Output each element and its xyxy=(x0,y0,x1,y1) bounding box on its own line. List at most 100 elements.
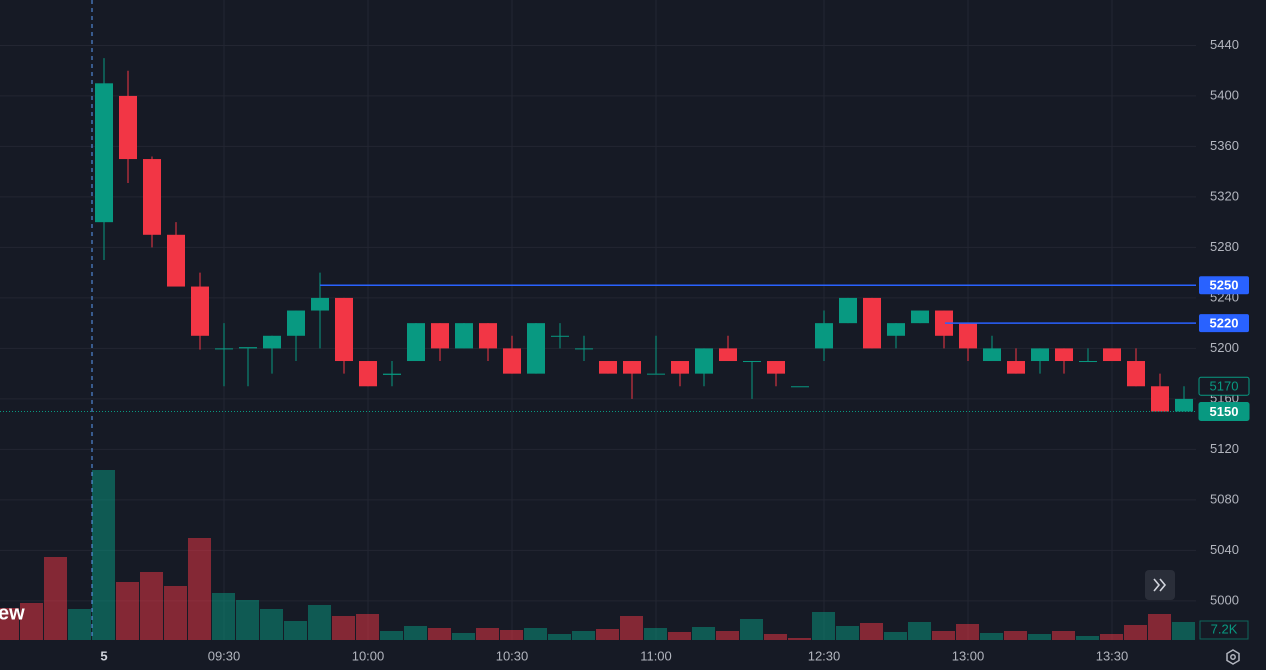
candle-body xyxy=(431,323,449,349)
y-tick-label: 5320 xyxy=(1210,188,1239,203)
x-tick-label: 10:00 xyxy=(352,648,385,663)
volume-bar xyxy=(452,633,475,640)
volume-bar xyxy=(68,609,91,640)
candle-body xyxy=(863,297,881,349)
candle-body xyxy=(143,159,161,235)
x-tick-label: 10:30 xyxy=(496,648,529,663)
candle-body xyxy=(1103,348,1121,362)
candle-body xyxy=(1007,361,1025,374)
candle-body xyxy=(575,348,593,350)
y-tick-label: 5000 xyxy=(1210,592,1239,607)
volume-bar xyxy=(20,603,43,640)
volume-label: 7.2K xyxy=(1211,621,1238,636)
candle-body xyxy=(239,347,257,349)
candle-body xyxy=(407,323,425,362)
x-tick-label: 09:30 xyxy=(208,648,241,663)
candle-body xyxy=(1055,348,1073,362)
price-marker-box xyxy=(1198,376,1250,396)
volume-pane xyxy=(0,470,1195,640)
candle-body xyxy=(815,323,833,349)
volume-label-box xyxy=(1199,620,1249,640)
x-tick-label: 12:30 xyxy=(808,648,841,663)
watermark: ew xyxy=(0,602,25,624)
volume-bar xyxy=(1172,622,1195,640)
candle-body xyxy=(335,297,353,362)
candle-body xyxy=(1175,398,1193,412)
x-tick-label: 11:00 xyxy=(640,648,672,663)
volume-bar xyxy=(308,605,331,640)
y-tick-label: 5280 xyxy=(1210,239,1239,254)
volume-bar xyxy=(788,638,811,640)
volume-bar xyxy=(1052,631,1075,640)
candle-body xyxy=(599,361,617,374)
candle-body xyxy=(1127,361,1145,387)
volume-bar xyxy=(428,628,451,640)
volume-bar xyxy=(404,626,427,640)
price-marker-box xyxy=(1198,402,1250,422)
volume-bar xyxy=(908,622,931,640)
volume-bar xyxy=(812,612,835,640)
volume-bar xyxy=(164,586,187,640)
candle-body xyxy=(887,323,905,336)
candle-body xyxy=(119,95,137,160)
volume-bar xyxy=(836,626,859,640)
volume-bar xyxy=(332,616,355,640)
candle-body xyxy=(623,361,641,374)
x-tick-label: 13:30 xyxy=(1096,648,1129,663)
volume-bar xyxy=(140,572,163,640)
volume-bar xyxy=(236,600,259,640)
candle-body xyxy=(311,297,329,311)
grid xyxy=(0,0,1196,640)
volume-bar xyxy=(356,614,379,640)
price-label: 5220 xyxy=(1210,316,1239,331)
candle-pane xyxy=(95,58,1193,412)
volume-bar xyxy=(476,628,499,640)
candle-body xyxy=(719,348,737,362)
volume-bar xyxy=(572,631,595,640)
candle-body xyxy=(983,348,1001,362)
candle-body xyxy=(1031,348,1049,362)
y-tick-label: 5400 xyxy=(1210,87,1239,102)
candle-body xyxy=(167,234,185,287)
volume-bar xyxy=(692,627,715,640)
volume-bar xyxy=(548,634,571,640)
y-tick-label: 5440 xyxy=(1210,37,1239,52)
volume-bar xyxy=(932,631,955,640)
y-tick-label: 5080 xyxy=(1210,491,1239,506)
volume-bar xyxy=(524,628,547,640)
price-label: 5250 xyxy=(1210,278,1239,293)
volume-bar xyxy=(116,582,139,640)
candle-body xyxy=(191,286,209,336)
candle-body xyxy=(503,348,521,374)
y-tick-label: 5120 xyxy=(1210,441,1239,456)
settings-button[interactable] xyxy=(1226,649,1240,665)
candle-body xyxy=(263,335,281,349)
candle-body xyxy=(935,310,953,336)
candle-body xyxy=(743,361,761,363)
volume-bar xyxy=(716,631,739,640)
price-label-box xyxy=(1199,314,1249,333)
price-label-box xyxy=(1199,276,1249,295)
candle-body xyxy=(839,297,857,324)
scroll-button[interactable] xyxy=(1145,570,1175,600)
volume-bar xyxy=(980,633,1003,640)
volume-bar xyxy=(1148,614,1171,640)
candle-body xyxy=(647,373,665,375)
candle-body xyxy=(671,361,689,374)
volume-bar xyxy=(596,629,619,640)
candle-body xyxy=(479,323,497,349)
candle-body xyxy=(287,310,305,336)
candle-body xyxy=(359,361,377,387)
volume-bar xyxy=(1100,634,1123,640)
volume-bar xyxy=(212,593,235,640)
volume-bar xyxy=(644,628,667,640)
candle-body xyxy=(1079,361,1097,363)
volume-bar xyxy=(956,624,979,640)
x-tick-label: 13:00 xyxy=(952,648,985,663)
volume-bar xyxy=(860,623,883,640)
candle-body xyxy=(527,323,545,374)
y-tick-label: 5200 xyxy=(1210,340,1239,355)
y-tick-label: 5360 xyxy=(1210,138,1239,153)
volume-bar xyxy=(1076,636,1099,640)
